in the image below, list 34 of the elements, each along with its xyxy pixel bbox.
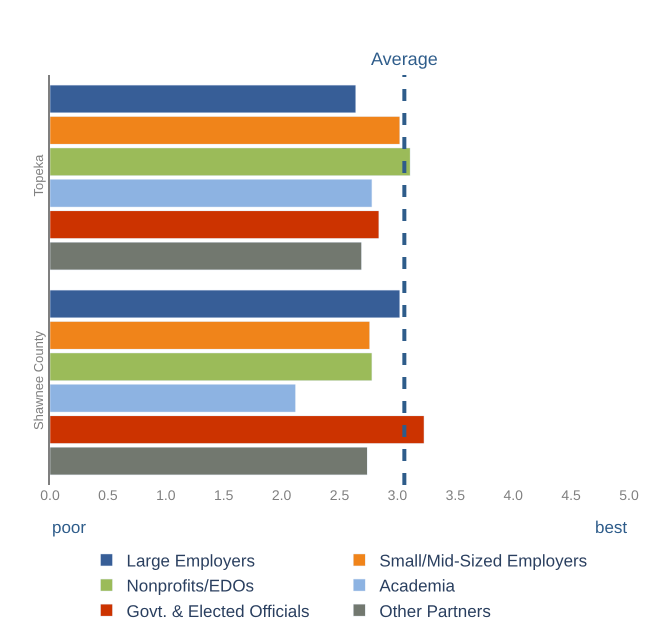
legend-label: Large Employers [126, 552, 256, 571]
bar [50, 210, 380, 239]
legend-label: Small/Mid-Sized Employers [379, 552, 588, 571]
x-tick-label: 4.5 [561, 487, 582, 503]
bar [50, 242, 362, 270]
x-tick-label: 3.0 [388, 487, 408, 503]
bar [50, 290, 400, 318]
x-tick-label: 1.5 [214, 487, 234, 503]
bar [50, 416, 424, 444]
bar [50, 116, 400, 144]
x-tick-label: 4.0 [503, 487, 524, 503]
bar [50, 447, 368, 476]
x-tick-label: 1.0 [156, 487, 176, 503]
legend-label: Govt. & Elected Officials [126, 602, 310, 621]
x-tick-label: 5.0 [619, 487, 639, 503]
bar [50, 321, 370, 350]
bar [50, 384, 296, 412]
x-tick-label: 0.0 [40, 487, 60, 503]
legend-label: Other Partners [379, 602, 491, 621]
x-tick-label: 2.5 [330, 487, 350, 503]
y-tick-label: Topeka [30, 154, 46, 197]
ref-line-label: Average [371, 49, 438, 69]
x-tick-label: 2.0 [272, 487, 292, 503]
legend-label: Academia [379, 576, 456, 596]
legend-label: Nonprofits/EDOs [126, 576, 254, 596]
x-tick-label: 0.5 [98, 487, 118, 503]
bar [50, 352, 372, 381]
x-tick-label: 3.5 [446, 487, 466, 503]
text: best [595, 518, 628, 537]
bar [50, 148, 410, 176]
text: poor [52, 518, 86, 537]
bar [50, 179, 372, 208]
y-tick-label: Shawnee County [30, 330, 46, 430]
bar [50, 84, 356, 113]
